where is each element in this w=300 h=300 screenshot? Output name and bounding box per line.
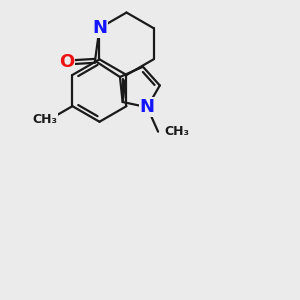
Text: CH₃: CH₃ <box>32 113 57 126</box>
Text: N: N <box>140 98 155 116</box>
Text: N: N <box>92 19 107 37</box>
Text: O: O <box>59 53 74 71</box>
Text: CH₃: CH₃ <box>164 125 189 138</box>
